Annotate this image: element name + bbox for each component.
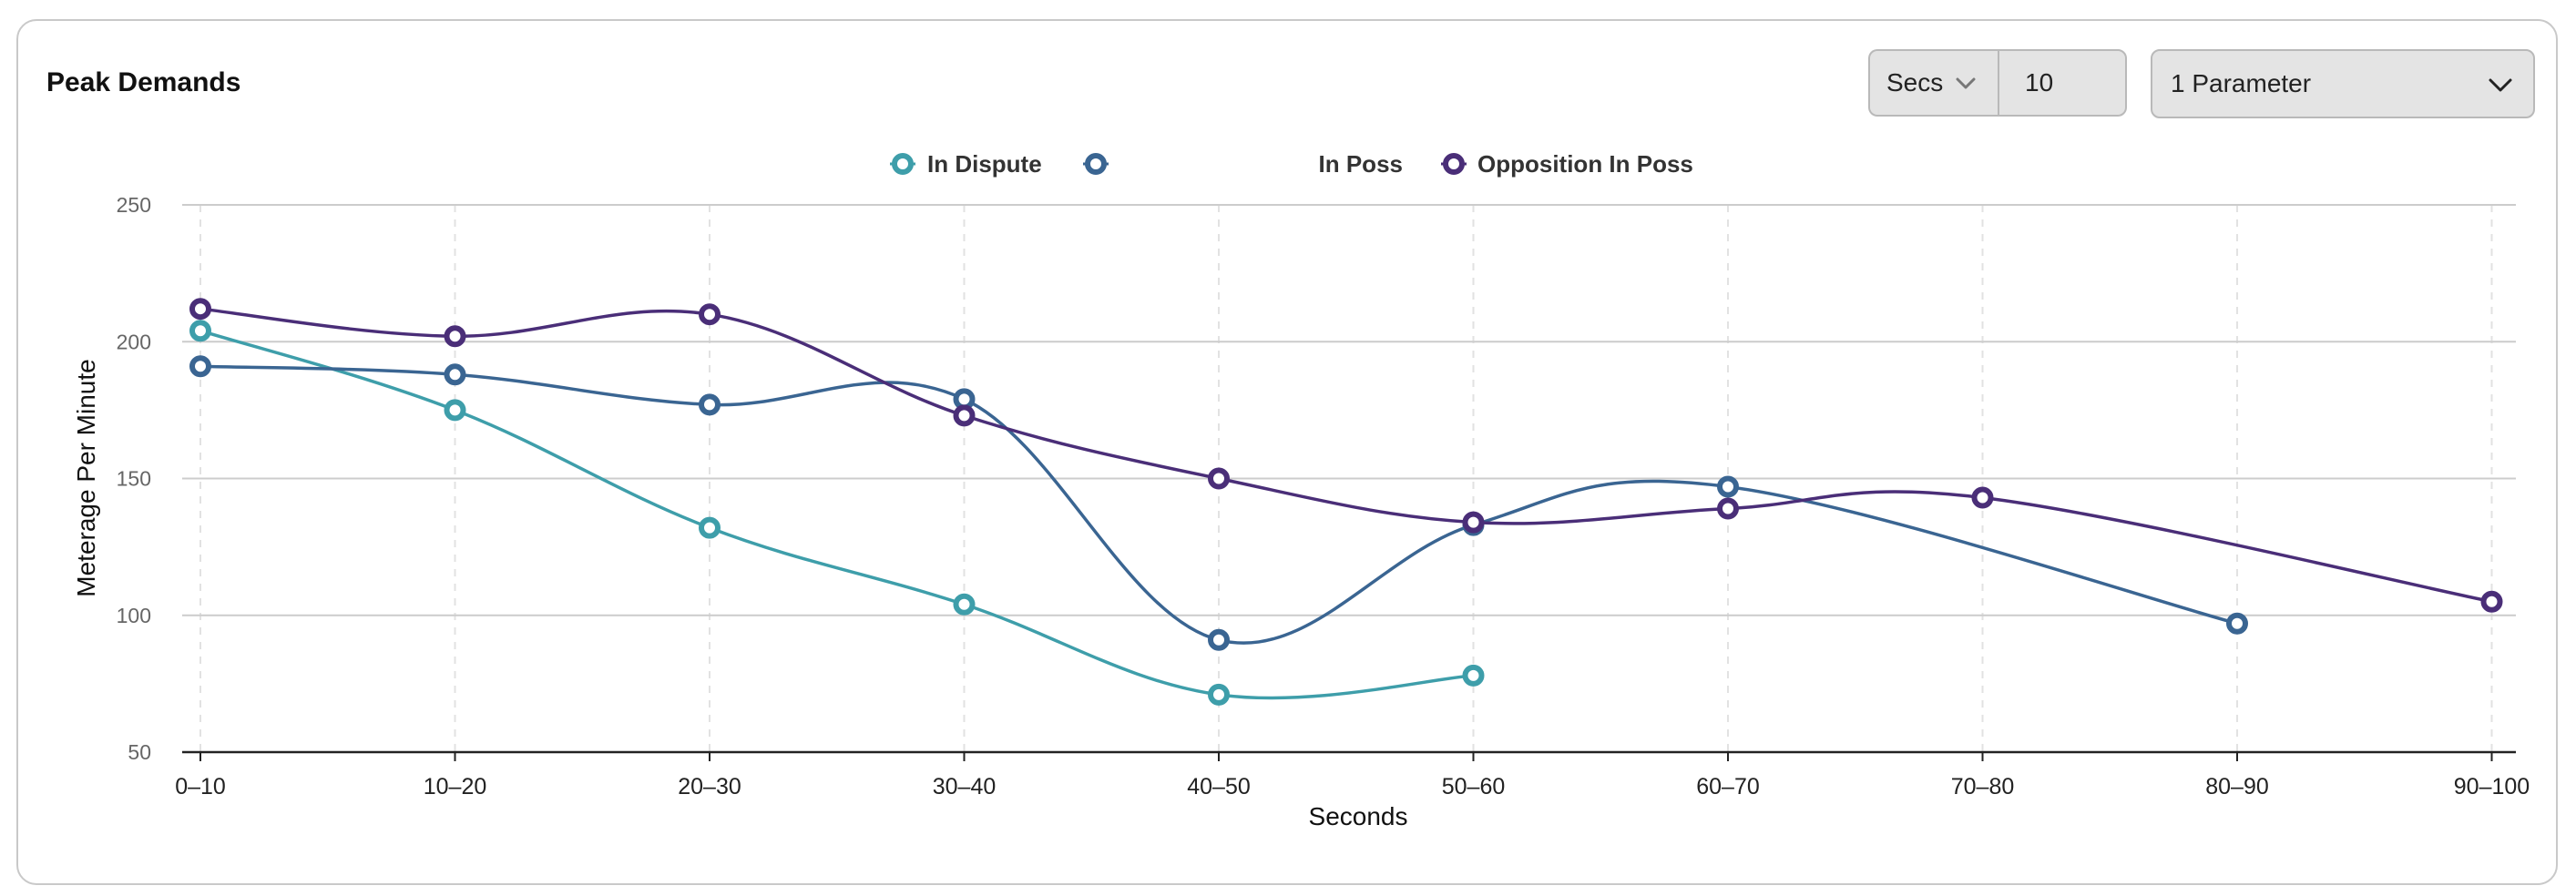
series-in-dispute-point <box>444 399 466 422</box>
time-unit-dropdown[interactable]: Secs <box>1868 49 1998 117</box>
y-axis-label: Meterage Per Minute <box>72 359 100 596</box>
parameter-dropdown[interactable]: 1 Parameter <box>2151 49 2535 118</box>
interval-input[interactable] <box>1998 49 2127 117</box>
series-in-poss-point <box>699 393 721 416</box>
y-tick-label: 50 <box>128 740 151 764</box>
series-in-poss-point <box>444 363 466 386</box>
x-axis-label: Seconds <box>1309 802 1408 830</box>
series-opposition-in-poss-point <box>189 298 211 321</box>
series-opposition-in-poss-point <box>1462 511 1485 534</box>
series-in-dispute-line <box>199 329 1474 700</box>
x-tick-label: 70–80 <box>1951 774 2015 799</box>
page-title: Peak Demands <box>46 67 241 97</box>
legend-label: Opposition In Poss <box>1477 150 1693 178</box>
y-tick-label: 100 <box>117 604 151 627</box>
x-tick-label: 20–30 <box>678 774 741 799</box>
x-tick-label: 80–90 <box>2205 774 2269 799</box>
x-tick-label: 50–60 <box>1442 774 1506 799</box>
series-in-dispute-point <box>699 516 721 539</box>
series-opposition-in-poss-point <box>1208 467 1230 490</box>
x-tick-label: 60–70 <box>1696 774 1760 799</box>
legend-marker <box>1443 153 1465 175</box>
legend-marker <box>1085 153 1107 175</box>
chevron-down-icon <box>1956 67 1976 97</box>
series-in-poss-point <box>1208 628 1230 651</box>
series-in-dispute-point <box>953 593 976 616</box>
series-in-dispute-point <box>189 320 211 342</box>
y-tick-label: 200 <box>117 330 151 353</box>
peak-demands-card <box>16 19 2558 885</box>
control-divider <box>1998 51 1999 115</box>
series-opposition-in-poss-point <box>699 303 721 326</box>
legend-marker <box>892 153 914 175</box>
x-tick-label: 40–50 <box>1187 774 1251 799</box>
parameter-value: 1 Parameter <box>2171 69 2312 97</box>
x-tick-label: 0–10 <box>175 774 226 799</box>
series-in-poss-point <box>189 355 211 378</box>
series-in-dispute-point <box>1462 664 1485 687</box>
series-in-poss-point <box>2226 612 2248 635</box>
series-opposition-in-poss-line <box>199 307 2492 604</box>
x-tick-label: 90–100 <box>2454 774 2530 799</box>
chevron-down-icon <box>2488 71 2513 100</box>
series-in-poss-point <box>1717 475 1739 498</box>
series-opposition-in-poss-point <box>1971 486 1994 509</box>
x-tick-label: 30–40 <box>933 774 997 799</box>
x-tick-label: 10–20 <box>424 774 487 799</box>
series-opposition-in-poss-point <box>2480 590 2503 613</box>
legend-label: In Dispute <box>927 150 1042 178</box>
series-in-dispute-point <box>1208 683 1230 706</box>
time-unit-value: Secs <box>1886 68 1944 97</box>
series-in-poss-line <box>199 364 2238 645</box>
y-tick-label: 250 <box>117 193 151 217</box>
series-opposition-in-poss-point <box>1717 497 1739 520</box>
series-opposition-in-poss-point <box>444 325 466 348</box>
series-opposition-in-poss-point <box>953 404 976 427</box>
legend-label: In Poss <box>1319 150 1403 178</box>
y-tick-label: 150 <box>117 467 151 491</box>
